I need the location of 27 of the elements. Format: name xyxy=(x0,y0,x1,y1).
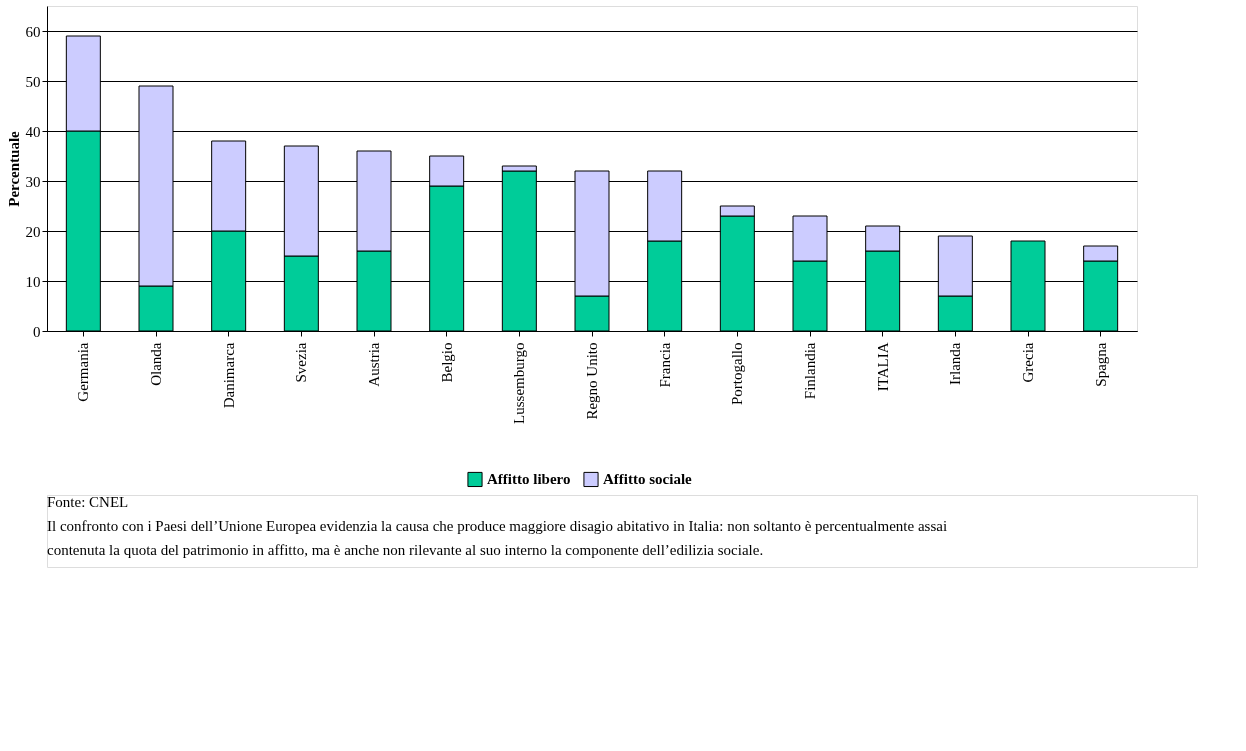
text: Il confronto con i Paesi dell’Unione Europea evidenzia la causa che produce maggiore disagio abitativo in Italia: non soltanto è percentualmente assai contenuta la quota del patrimonio in affitto, ma è anche non rilevante al suo interno la componente dell’edilizia sociale. xyxy=(47,518,948,558)
y-axis-title: Percentuale xyxy=(5,130,22,207)
x-tick-label: Spagna xyxy=(1092,342,1109,387)
x-tick-label: Austria xyxy=(366,342,382,387)
legend-label: Affitto libero xyxy=(487,471,571,488)
x-tick-label: Portogallo xyxy=(729,342,746,405)
x-tick-label: Germania xyxy=(75,342,92,402)
x-tick-label: Irlanda xyxy=(947,342,964,385)
y-tick-label: 60 xyxy=(25,23,41,40)
y-tick-label: 10 xyxy=(25,273,41,290)
x-tick-label: Lussemburgo xyxy=(511,342,528,424)
y-tick-label: 0 xyxy=(33,323,41,340)
x-tick-label: Belgio xyxy=(438,342,455,383)
source-note: Fonte: CNEL xyxy=(47,494,129,510)
x-tick-label: Svezia xyxy=(293,342,310,383)
x-tick-label: Grecia xyxy=(1020,342,1036,383)
x-tick-label: Francia xyxy=(656,342,673,388)
x-tick-label: Danimarca xyxy=(220,342,237,409)
legend-label: Affitto sociale xyxy=(603,471,693,488)
x-tick-label: Finlandia xyxy=(802,342,818,400)
x-tick-label: Olanda xyxy=(148,342,164,386)
y-tick-label: 50 xyxy=(25,73,41,90)
x-tick-label: ITALIA xyxy=(874,342,891,392)
y-tick-label: 30 xyxy=(25,173,41,190)
x-tick-label: Regno Unito xyxy=(584,342,600,420)
y-tick-label: 40 xyxy=(25,123,41,140)
y-tick-label: 20 xyxy=(25,223,41,240)
